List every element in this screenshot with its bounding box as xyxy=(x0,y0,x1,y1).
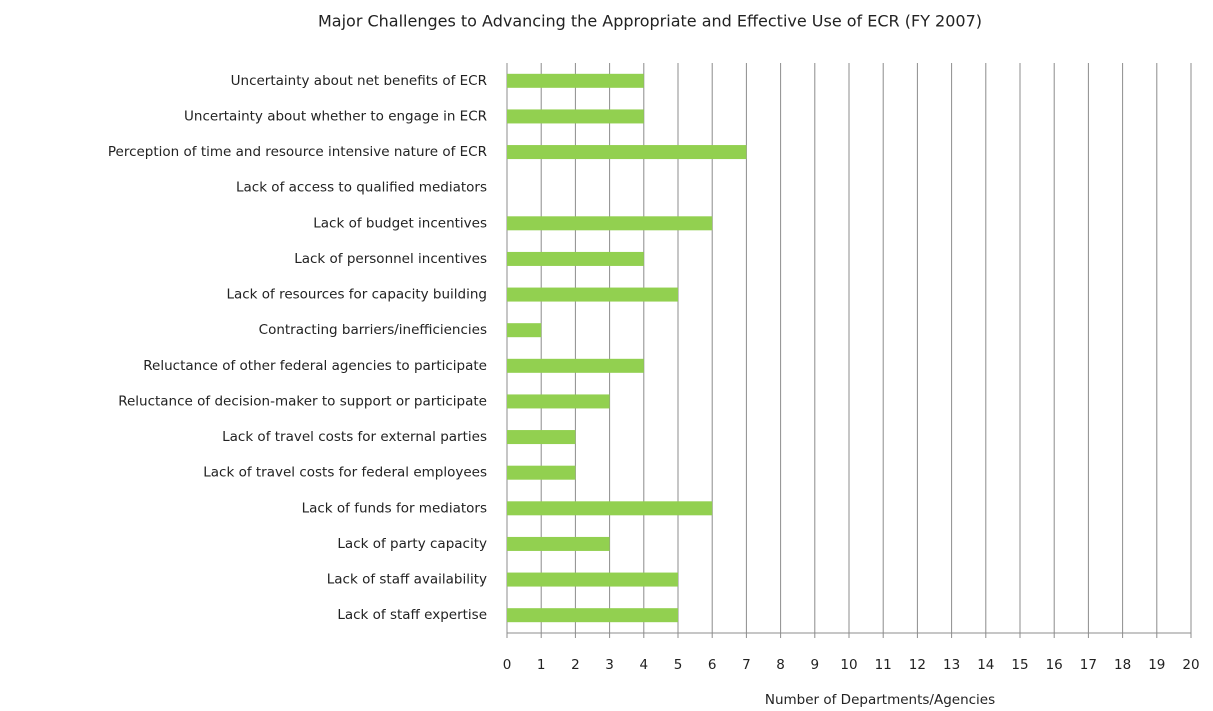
x-tick-label: 10 xyxy=(840,657,857,673)
bar xyxy=(507,145,747,160)
x-tick-label: 20 xyxy=(1182,657,1199,673)
y-tick-label: Lack of staff expertise xyxy=(337,607,487,623)
chart-title: Major Challenges to Advancing the Approp… xyxy=(318,12,982,31)
y-tick-label: Lack of travel costs for external partie… xyxy=(222,429,487,445)
x-tick-label: 1 xyxy=(537,657,546,673)
y-tick-label: Contracting barriers/inefficiencies xyxy=(259,322,487,338)
x-tick-label: 0 xyxy=(503,657,512,673)
bar xyxy=(507,109,644,124)
y-tick-label: Lack of personnel incentives xyxy=(294,251,487,267)
x-tick-label: 6 xyxy=(708,657,717,673)
bar xyxy=(507,394,610,409)
x-tick-label: 17 xyxy=(1080,657,1097,673)
y-tick-label: Lack of access to qualified mediators xyxy=(236,180,487,196)
x-tick-label: 11 xyxy=(875,657,892,673)
x-tick-label: 9 xyxy=(811,657,820,673)
x-tick-label: 3 xyxy=(605,657,614,673)
x-tick-label: 14 xyxy=(977,657,994,673)
x-tick-label: 16 xyxy=(1046,657,1063,673)
y-tick-label: Lack of funds for mediators xyxy=(302,500,487,516)
bar xyxy=(507,216,713,231)
y-tick-label: Lack of resources for capacity building xyxy=(226,287,487,303)
y-tick-label: Lack of budget incentives xyxy=(313,215,487,231)
x-tick-label: 13 xyxy=(943,657,960,673)
x-tick-label: 8 xyxy=(776,657,785,673)
x-tick-label: 4 xyxy=(640,657,649,673)
bar xyxy=(507,608,678,623)
x-tick-label: 12 xyxy=(909,657,926,673)
bar xyxy=(507,501,713,516)
bar xyxy=(507,465,576,480)
x-tick-label: 2 xyxy=(571,657,580,673)
x-tick-label: 19 xyxy=(1148,657,1165,673)
bar xyxy=(507,323,542,338)
x-axis-label: Number of Departments/Agencies xyxy=(765,692,995,708)
bar xyxy=(507,572,678,587)
y-tick-label: Lack of travel costs for federal employe… xyxy=(203,465,487,481)
y-tick-label: Reluctance of other federal agencies to … xyxy=(143,358,487,374)
bar xyxy=(507,251,644,266)
y-tick-label: Reluctance of decision-maker to support … xyxy=(118,393,487,409)
x-tick-label: 18 xyxy=(1114,657,1131,673)
x-tick-label: 7 xyxy=(742,657,751,673)
y-tick-label: Uncertainty about whether to engage in E… xyxy=(184,108,487,124)
bar xyxy=(507,536,610,551)
y-tick-label: Perception of time and resource intensiv… xyxy=(108,144,487,160)
y-tick-label: Lack of staff availability xyxy=(327,572,487,588)
bar xyxy=(507,430,576,445)
bar xyxy=(507,73,644,88)
x-tick-label: 5 xyxy=(674,657,683,673)
bar xyxy=(507,358,644,373)
x-tick-label: 15 xyxy=(1011,657,1028,673)
y-tick-label: Uncertainty about net benefits of ECR xyxy=(231,73,487,89)
y-tick-label: Lack of party capacity xyxy=(337,536,487,552)
bar xyxy=(507,287,678,302)
